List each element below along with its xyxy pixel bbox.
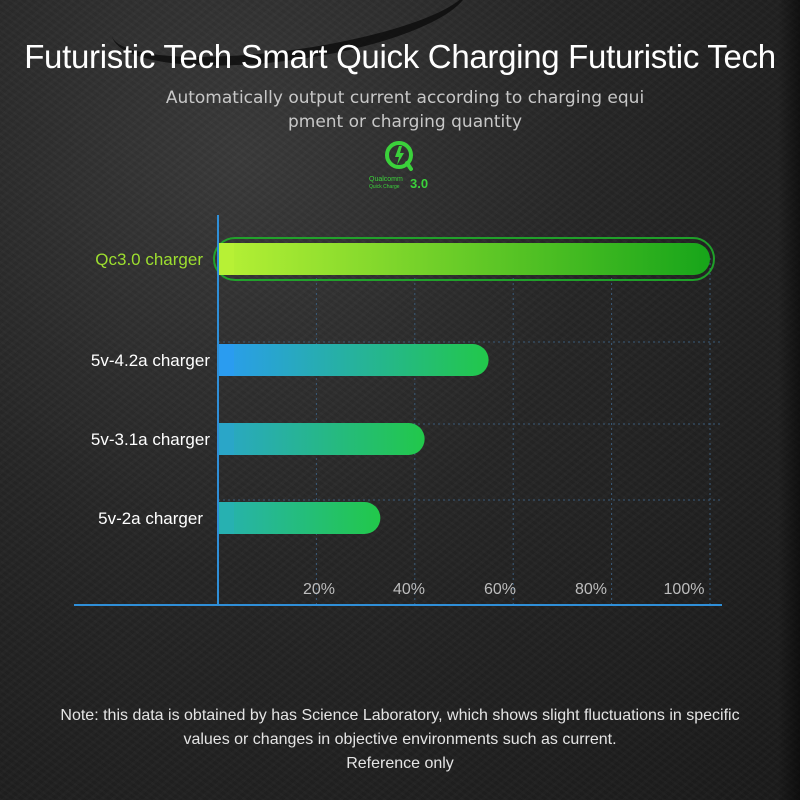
grid-lines — [218, 258, 722, 605]
category-labels: Qc3.0 charger 5v-4.2a charger 5v-3.1a ch… — [91, 250, 210, 528]
bar-left-cap — [218, 243, 234, 275]
x-tick-label: 100% — [664, 581, 705, 598]
bar — [218, 344, 489, 376]
footer-note: Note: this data is obtained by has Scien… — [0, 704, 800, 776]
subtitle-line-2: pment or charging quantity — [287, 112, 523, 132]
bar-left-cap — [218, 344, 234, 376]
qc-brand-text: Qualcomm — [369, 176, 403, 183]
quick-charge-logo-icon — [385, 141, 413, 171]
bar-left-cap — [218, 423, 234, 455]
x-tick-label: 80% — [575, 581, 607, 598]
bar-outline — [213, 237, 715, 281]
bars — [213, 237, 715, 534]
bar — [218, 502, 381, 534]
bar — [218, 243, 710, 275]
x-tick-label: 20% — [303, 581, 335, 598]
qc-sub-text: Quick Charge — [369, 184, 400, 190]
page-title: Futuristic Tech Smart Quick Charging Fut… — [24, 38, 776, 75]
note-line-3: Reference only — [346, 755, 454, 772]
note-line-2: values or changes in objective environme… — [183, 731, 617, 748]
bar-left-cap — [218, 502, 234, 534]
note-line-1: Note: this data is obtained by has Scien… — [60, 707, 740, 724]
x-tick-labels: 20% 40% 60% 80% 100% — [303, 581, 704, 598]
subtitle: Automatically output current according t… — [140, 86, 670, 134]
x-tick-label: 60% — [484, 581, 516, 598]
subtitle-line-1: Automatically output current according t… — [165, 88, 645, 108]
category-label: 5v-2a charger — [98, 509, 203, 528]
bar — [218, 423, 425, 455]
category-label: 5v-4.2a charger — [91, 351, 210, 370]
category-label: Qc3.0 charger — [95, 250, 203, 269]
category-label: 5v-3.1a charger — [91, 430, 210, 449]
qc-version-text: 3.0 — [410, 176, 429, 191]
edge-shadow — [778, 0, 800, 800]
x-tick-label: 40% — [393, 581, 425, 598]
